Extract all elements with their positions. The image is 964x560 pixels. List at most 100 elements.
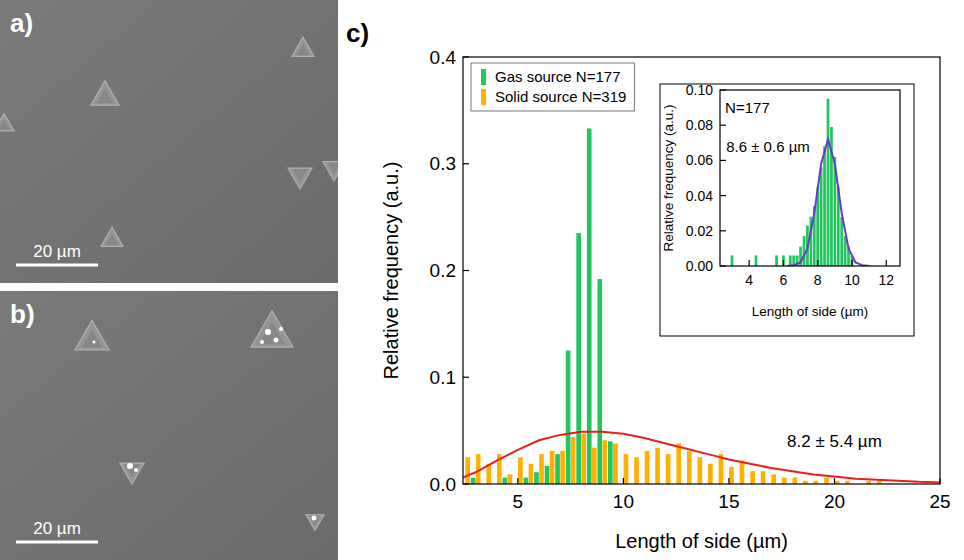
histogram-bar <box>761 471 766 484</box>
crystal <box>292 37 314 56</box>
histogram-bar <box>471 478 476 484</box>
x-tick-label: 20 <box>824 491 845 512</box>
particle <box>93 341 96 344</box>
y-tick <box>463 163 469 164</box>
crystal-core <box>310 515 321 524</box>
crystal-core <box>105 234 118 245</box>
x-tick <box>623 478 624 484</box>
crystal <box>306 515 324 531</box>
scale-bar-label: 20 µm <box>33 242 81 261</box>
histogram-bar <box>550 451 555 484</box>
crystal <box>251 311 293 347</box>
panel-label: a) <box>10 8 33 38</box>
x-tick <box>939 478 940 484</box>
x-tick <box>517 478 518 484</box>
x-tick-label: 15 <box>718 491 739 512</box>
histogram-bar <box>840 217 843 266</box>
y-tick <box>463 56 469 57</box>
crystal-core <box>259 322 284 344</box>
crystal-core <box>327 163 338 174</box>
crystal <box>0 113 14 130</box>
inset-frame <box>660 84 914 336</box>
x-tick-label: 4 <box>745 272 753 288</box>
particle <box>274 338 279 343</box>
particle <box>260 340 264 344</box>
y-tick-label: 0.1 <box>430 367 456 388</box>
micrograph <box>0 0 338 283</box>
legend-marker <box>481 69 486 85</box>
legend: Gas source N=177 Solid source N=319 <box>471 63 634 111</box>
crystal <box>323 162 338 181</box>
particle <box>279 327 283 331</box>
histogram-bar <box>581 434 586 484</box>
crystal <box>120 463 144 484</box>
scale-bar-label: 20 µm <box>33 519 81 538</box>
histogram-bar <box>771 474 776 484</box>
x-tick <box>749 260 750 266</box>
legend-label: Gas source N=177 <box>495 68 621 85</box>
x-tick-label: 10 <box>844 272 860 288</box>
plot-frame <box>720 90 900 266</box>
y-tick-label: 0.00 <box>686 258 713 274</box>
micrograph-ground <box>0 0 338 283</box>
histogram-bar <box>708 464 713 484</box>
x-tick <box>851 260 852 266</box>
crystal <box>75 320 109 349</box>
histogram-bar <box>502 478 507 484</box>
histogram-bar <box>587 129 592 484</box>
y-tick-label: 0.02 <box>686 223 713 239</box>
histogram-bar <box>613 443 618 484</box>
x-tick-label: 8 <box>814 272 822 288</box>
y-tick <box>720 265 726 266</box>
y-tick <box>463 483 469 484</box>
scale-bar <box>16 541 98 544</box>
y-tick <box>720 230 726 231</box>
legend-box <box>471 63 634 111</box>
y-tick-label: 0.2 <box>430 260 456 281</box>
histogram-bar <box>655 448 660 484</box>
annotation: 8.2 ± 5.4 µm <box>787 432 882 451</box>
histogram-bar <box>729 467 734 484</box>
y-tick <box>720 89 726 90</box>
histogram-bar <box>789 255 792 266</box>
panel-label: b) <box>10 299 35 329</box>
histogram-bar <box>823 146 826 266</box>
histogram-bar <box>782 478 787 484</box>
histogram-bar <box>555 454 560 484</box>
histogram-bar <box>603 440 608 484</box>
y-axis-title: Relative frequency (a.u.) <box>380 162 402 380</box>
legend-label: Solid source N=319 <box>495 88 626 105</box>
histogram-bar <box>529 464 534 484</box>
x-tick <box>728 478 729 484</box>
x-tick <box>817 260 818 266</box>
y-tick-label: 0.4 <box>430 47 457 68</box>
x-tick-label: 10 <box>613 491 634 512</box>
micrograph <box>0 291 338 560</box>
crystal-core <box>293 169 307 181</box>
histogram-bar <box>597 279 602 484</box>
y-tick-label: 0.0 <box>430 474 456 495</box>
y-tick-label: 0.10 <box>686 82 713 98</box>
histogram-bar <box>624 454 629 484</box>
annotation: 8.6 ± 0.6 µm <box>726 138 810 155</box>
x-tick-label: 5 <box>513 491 524 512</box>
scale-bar <box>16 264 98 267</box>
histogram-bar <box>508 474 513 484</box>
histogram-bar <box>792 478 797 484</box>
histogram-bar <box>560 451 565 484</box>
fit-curve <box>463 432 940 483</box>
crystal-core <box>296 44 309 55</box>
x-axis-title: Length of side (µm) <box>615 530 788 552</box>
y-axis-title: Relative frequency (a.u.) <box>661 104 676 251</box>
x-tick <box>886 260 887 266</box>
histogram-bar <box>571 437 576 484</box>
x-axis-title: Length of side (µm) <box>752 304 869 319</box>
y-tick-label: 0.08 <box>686 117 713 133</box>
plot-frame <box>463 57 940 484</box>
y-tick-label: 0.04 <box>686 188 713 204</box>
crystal <box>91 81 119 105</box>
y-tick <box>463 270 469 271</box>
particle <box>312 516 317 521</box>
y-tick-label: 0.06 <box>686 152 713 168</box>
histogram-bar <box>592 448 597 484</box>
